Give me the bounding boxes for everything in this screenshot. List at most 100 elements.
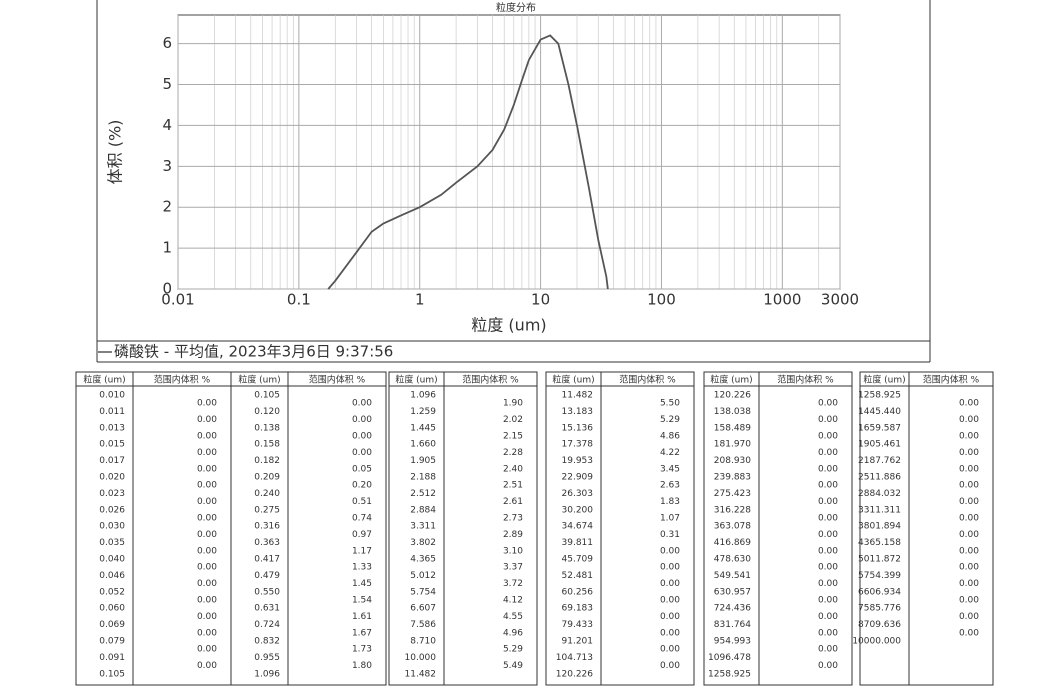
chart-title: 粒度分布: [496, 1, 536, 14]
volume-cell: 2.73: [503, 514, 523, 524]
volume-cell: 1.07: [660, 514, 680, 524]
x-tick-label: 0.01: [161, 291, 194, 309]
size-cell: 0.724: [254, 620, 280, 630]
size-cell: 1.259: [410, 407, 436, 417]
size-cell: 0.015: [99, 440, 125, 450]
volume-cell: 0.00: [197, 514, 217, 524]
volume-cell: 3.72: [503, 579, 523, 589]
x-axis-label: 粒度 (um): [471, 316, 546, 335]
size-cell: 0.069: [99, 620, 125, 630]
size-cell: 26.303: [562, 489, 594, 499]
size-cell: 0.091: [99, 653, 125, 663]
volume-cell: 0.00: [660, 563, 680, 573]
size-cell: 22.909: [562, 473, 594, 483]
volume-cell: 0.00: [818, 399, 838, 409]
table-header: 粒度 (um): [552, 374, 594, 386]
size-cell: 0.240: [254, 489, 280, 499]
size-cell: 91.201: [562, 637, 594, 647]
volume-cell: 1.90: [503, 399, 523, 409]
volume-cell: 0.00: [818, 596, 838, 606]
size-cell: 239.883: [714, 473, 751, 483]
volume-cell: 3.45: [660, 464, 680, 474]
volume-cell: 0.00: [197, 661, 217, 671]
size-cell: 0.046: [99, 571, 125, 581]
size-cell: 4.365: [410, 555, 436, 565]
volume-cell: 0.00: [660, 579, 680, 589]
table-header: 范围内体积 %: [923, 374, 980, 386]
size-cell: 0.631: [254, 604, 280, 614]
volume-cell: 0.00: [197, 415, 217, 425]
size-cell: 34.674: [562, 522, 594, 532]
y-tick-label: 6: [162, 34, 172, 52]
size-cell: 79.433: [562, 620, 594, 630]
volume-cell: 0.00: [660, 612, 680, 622]
size-cell: 39.811: [562, 538, 594, 548]
size-cell: 1.660: [410, 440, 436, 450]
size-cell: 11.482: [405, 669, 437, 679]
size-cell: 5.012: [410, 571, 436, 581]
size-cell: 1.096: [410, 391, 436, 401]
volume-cell: 0.00: [660, 661, 680, 671]
legend-label: 磷酸铁 - 平均值, 2023年3月6日 9:37:56: [114, 343, 393, 361]
volume-cell: 4.55: [503, 612, 523, 622]
size-cell: 0.105: [99, 669, 125, 679]
size-cell: 1.905: [410, 456, 436, 466]
size-cell: 0.030: [99, 522, 125, 532]
volume-cell: 0.00: [959, 415, 979, 425]
table-header: 粒度 (um): [395, 374, 437, 386]
volume-cell: 0.00: [660, 596, 680, 606]
size-cell: 2.188: [410, 473, 436, 483]
y-tick-label: 1: [162, 239, 172, 257]
volume-cell: 0.00: [818, 612, 838, 622]
table-border: [703, 371, 853, 686]
size-cell: 5.754: [410, 587, 436, 597]
table-border: [388, 371, 538, 686]
table-border: [230, 371, 387, 686]
size-cell: 2.884: [410, 505, 436, 515]
size-cell: 0.079: [99, 637, 125, 647]
volume-cell: 0.00: [197, 546, 217, 556]
volume-cell: 0.00: [818, 497, 838, 507]
size-cell: 208.930: [714, 456, 751, 466]
table-header: 粒度 (um): [83, 374, 125, 386]
data-line: [327, 34, 609, 290]
x-tick-label: 3000: [821, 291, 859, 309]
size-cell: 0.105: [254, 391, 280, 401]
size-cell: 10.000: [405, 653, 437, 663]
y-tick-label: 5: [162, 75, 172, 93]
size-cell: 724.436: [714, 604, 751, 614]
size-cell: 1258.925: [858, 391, 901, 401]
size-cell: 158.489: [714, 423, 751, 433]
size-cell: 11.482: [562, 391, 594, 401]
size-cell: 0.120: [254, 407, 280, 417]
volume-cell: 0.00: [959, 481, 979, 491]
volume-cell: 1.45: [352, 579, 372, 589]
size-cell: 0.832: [254, 637, 280, 647]
volume-cell: 0.00: [818, 645, 838, 655]
volume-cell: 0.00: [818, 579, 838, 589]
size-cell: 6606.934: [858, 587, 901, 597]
volume-cell: 0.74: [352, 514, 372, 524]
size-cell: 0.275: [254, 505, 280, 515]
volume-cell: 2.28: [503, 448, 523, 458]
volume-cell: 5.50: [660, 399, 680, 409]
size-cell: 2884.032: [858, 489, 901, 499]
size-cell: 0.209: [254, 473, 280, 483]
volume-cell: 1.73: [352, 645, 372, 655]
size-cell: 0.011: [99, 407, 125, 417]
size-cell: 0.052: [99, 587, 125, 597]
volume-cell: 2.15: [503, 432, 523, 442]
volume-cell: 0.00: [197, 579, 217, 589]
volume-cell: 0.00: [818, 415, 838, 425]
size-cell: 0.026: [99, 505, 125, 515]
size-cell: 2.512: [410, 489, 436, 499]
size-cell: 0.040: [99, 555, 125, 565]
volume-cell: 0.00: [959, 596, 979, 606]
size-cell: 831.764: [714, 620, 751, 630]
volume-cell: 0.00: [959, 563, 979, 573]
size-cell: 6.607: [410, 604, 436, 614]
volume-cell: 1.83: [660, 497, 680, 507]
volume-cell: 0.00: [818, 546, 838, 556]
size-cell: 120.226: [714, 391, 751, 401]
